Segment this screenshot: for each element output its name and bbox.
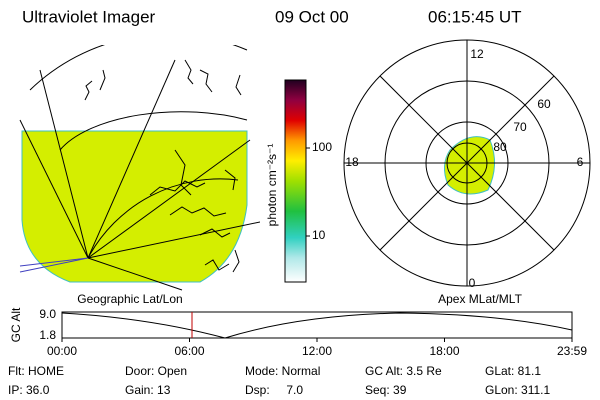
title: Ultraviolet Imager [22, 7, 156, 26]
footer-item: GLat: 81.1 [485, 364, 541, 378]
timeline-xtick: 18:00 [429, 344, 459, 358]
footer-item: Seq: 39 [365, 383, 407, 397]
mlt-label: 0 [469, 276, 476, 290]
map-label: Geographic Lat/Lon [77, 292, 182, 306]
footer-item: GLon: 311.1 [485, 383, 550, 397]
polar-label: Apex MLat/MLT [438, 292, 522, 306]
mlt-label: 18 [345, 155, 359, 169]
timeline-ytick: 1.8 [39, 328, 56, 342]
timeline-xtick: 06:00 [174, 344, 204, 358]
footer-item: Mode: Normal [245, 364, 320, 378]
mlt-label: 12 [470, 47, 484, 61]
footer-item: Flt: HOME [8, 364, 64, 378]
lat-label: 60 [537, 97, 551, 111]
colorbar-tick: 100 [312, 140, 332, 154]
map [19, 45, 260, 291]
colorbar [284, 79, 307, 283]
colorbar-label: photon cm⁻²s⁻¹ [265, 144, 279, 227]
lat-label: 80 [493, 140, 507, 154]
polar-plot [343, 39, 591, 287]
footer-item: Gain: 13 [125, 383, 171, 397]
time: 06:15:45 UT [428, 7, 522, 26]
footer-item: GC Alt: 3.5 Re [365, 364, 442, 378]
footer-item: Door: Open [125, 364, 187, 378]
footer-item: Dsp: 7.0 [245, 383, 303, 397]
timeline-xtick: 12:00 [302, 344, 332, 358]
timeline-ylabel: GC Alt [9, 307, 23, 342]
footer-item: IP: 36.0 [8, 383, 50, 397]
mlt-label: 6 [577, 155, 584, 169]
date: 09 Oct 00 [275, 7, 349, 26]
colorbar-tick: 10 [312, 228, 326, 242]
altitude-curve [61, 312, 573, 339]
timeline-xtick: 00:00 [47, 344, 77, 358]
timeline-xtick: 23:59 [557, 344, 587, 358]
lat-label: 70 [513, 120, 527, 134]
timeline-ytick: 9.0 [39, 307, 56, 321]
timeline-box [61, 311, 573, 339]
